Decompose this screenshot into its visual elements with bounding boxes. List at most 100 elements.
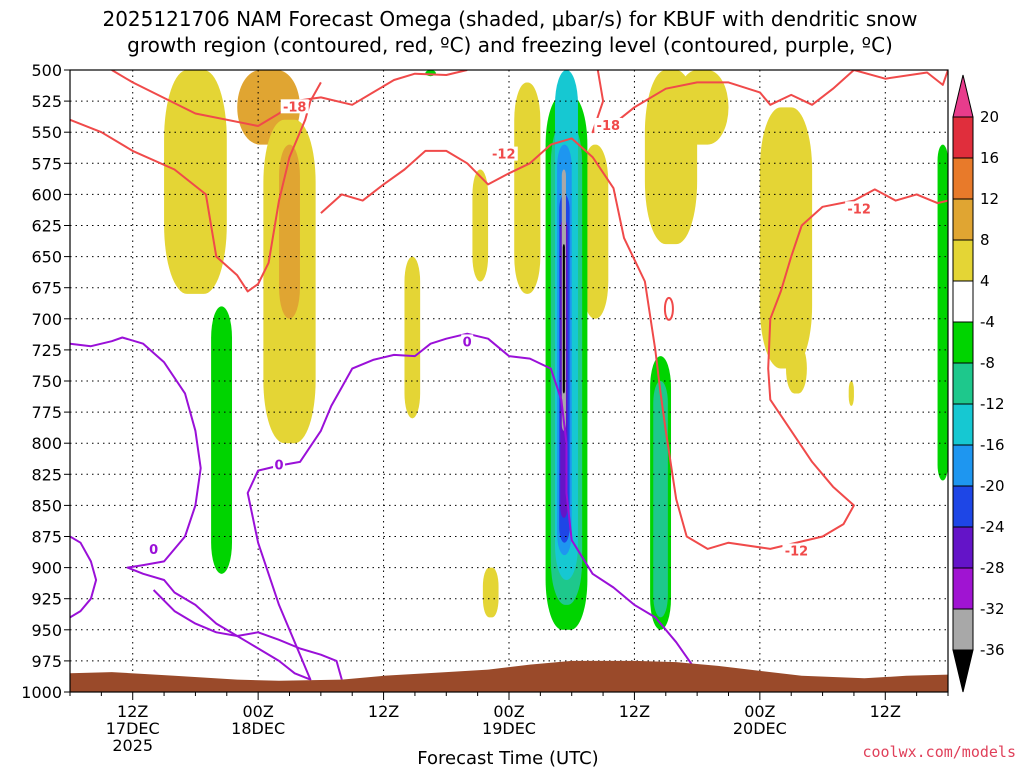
- y-tick-label-600: 600: [31, 185, 62, 204]
- omega-shade-4: [404, 256, 421, 419]
- x-tick-label-54-0: 12Z: [619, 702, 650, 721]
- colorbar-label--36: -36: [980, 641, 1005, 659]
- contour-small-loop: [663, 296, 674, 321]
- omega-shade-3: [279, 144, 300, 319]
- colorbar-bin--26: [952, 526, 974, 569]
- contour-series-1: [70, 81, 322, 293]
- omega-shade-6: [482, 567, 499, 618]
- y-tick-label-900: 900: [31, 559, 62, 578]
- contour-label-bg-1: [594, 117, 623, 132]
- colorbar-label--32: -32: [980, 600, 1005, 618]
- terrain-ground: [70, 660, 948, 692]
- y-tick-label-850: 850: [31, 496, 62, 515]
- colorbar-label--16: -16: [980, 436, 1005, 454]
- omega-shade-14: [211, 306, 233, 574]
- y-tick-label-1000: 1000: [21, 683, 62, 702]
- colorbar-label-8: 8: [980, 231, 990, 249]
- colorbar-label--12: -12: [980, 395, 1005, 413]
- colorbar-bottom-arrow: [952, 649, 974, 693]
- contour-label-7: 0: [149, 543, 158, 558]
- contour-label-bg-7: [147, 542, 160, 557]
- x-tick-label-66-1: 20DEC: [733, 719, 787, 738]
- contour-label-1: -18: [597, 119, 621, 134]
- colorbar-bin--22: [952, 485, 974, 528]
- colorbar-label--28: -28: [980, 559, 1005, 577]
- y-tick-label-675: 675: [31, 279, 62, 298]
- omega-shade-0: [164, 70, 227, 294]
- colorbar-label-20: 20: [980, 108, 999, 126]
- y-tick-label-500: 500: [31, 61, 62, 80]
- y-tick-label-550: 550: [31, 123, 62, 142]
- omega-shade-13: [848, 381, 854, 406]
- contour-label-bg-4: [782, 543, 811, 558]
- contour-series-4: [70, 332, 693, 681]
- colorbar-label-12: 12: [980, 190, 999, 208]
- credit-text: coolwx.com/models: [862, 743, 1016, 761]
- y-tick-label-575: 575: [31, 154, 62, 173]
- y-tick-label-925: 925: [31, 590, 62, 609]
- contour-label-bg-0: [280, 99, 309, 114]
- contour-label-2: -12: [492, 148, 516, 163]
- colorbar-bin-0: [952, 280, 974, 323]
- title-line-1: 2025121706 NAM Forecast Omega (shaded, μ…: [102, 7, 917, 31]
- y-tick-label-625: 625: [31, 217, 62, 236]
- colorbar-bin--6: [952, 321, 974, 364]
- colorbar-label--24: -24: [980, 518, 1005, 536]
- y-tick-label-650: 650: [31, 248, 62, 267]
- colorbar-label--8: -8: [980, 354, 995, 372]
- x-tick-label-6-0: 12Z: [117, 702, 148, 721]
- contour-series-0: [111, 70, 468, 127]
- x-tick-label-6-2: 2025: [112, 736, 153, 755]
- x-tick-label-6-1: 17DEC: [106, 719, 160, 738]
- omega-shade-5: [472, 169, 489, 282]
- contour-series-5: [70, 535, 98, 619]
- y-tick-label-800: 800: [31, 434, 62, 453]
- colorbar-bin--18: [952, 444, 974, 487]
- colorbar-bin--14: [952, 403, 974, 446]
- title-line-2: growth region (contoured, red, ºC) and f…: [127, 33, 893, 57]
- contour-series-6: [152, 589, 343, 680]
- y-tick-label-875: 875: [31, 528, 62, 547]
- contour-label-bg-5: [461, 334, 474, 349]
- colorbar-bin-6: [952, 239, 974, 282]
- colorbar-bin-14: [952, 157, 974, 200]
- y-tick-label-775: 775: [31, 403, 62, 422]
- omega-shade-10: [676, 70, 729, 145]
- colorbar-bin--30: [952, 567, 974, 610]
- x-tick-label-18-1: 18DEC: [231, 719, 285, 738]
- contour-labels: -18 -18 -12 -12 -12 0 0 0: [147, 99, 874, 559]
- y-tick-label-825: 825: [31, 465, 62, 484]
- contour-lines: [70, 70, 948, 681]
- contour-label-3: -12: [847, 202, 871, 217]
- x-tick-label-18-0: 00Z: [242, 702, 273, 721]
- y-tick-label-975: 975: [31, 652, 62, 671]
- omega-shade-7: [514, 82, 541, 294]
- colorbar-top-arrow: [952, 74, 974, 118]
- x-tick-label-42-0: 00Z: [493, 702, 524, 721]
- colorbar-label-4: 4: [980, 272, 990, 290]
- omega-shade-17: [937, 144, 948, 481]
- colorbar-label--4: -4: [980, 313, 995, 331]
- colorbar: 20 16 12 8 4 -4 -8 -12 -16 -20 -24 -28 -32 -36: [952, 74, 1005, 693]
- y-tick-label-700: 700: [31, 310, 62, 329]
- contour-label-bg-2: [489, 146, 518, 161]
- colorbar-bin--34: [952, 608, 974, 651]
- contour-label-bg-6: [273, 457, 286, 472]
- contour-label-0: -18: [283, 100, 307, 115]
- colorbar-bin-18: [952, 116, 974, 159]
- y-tick-label-950: 950: [31, 621, 62, 640]
- x-tick-label-66-0: 00Z: [744, 702, 775, 721]
- y-tick-label-725: 725: [31, 341, 62, 360]
- x-tick-label-42-1: 19DEC: [482, 719, 536, 738]
- contour-label-bg-3: [845, 201, 874, 216]
- x-tick-label-78-0: 12Z: [870, 702, 901, 721]
- colorbar-bin--10: [952, 362, 974, 405]
- plot-area: [70, 70, 948, 692]
- contour-label-5: 0: [463, 335, 472, 350]
- colorbar-label-16: 16: [980, 149, 999, 167]
- omega-shade-12: [785, 343, 807, 394]
- colorbar-bin-10: [952, 198, 974, 241]
- y-tick-label-525: 525: [31, 92, 62, 111]
